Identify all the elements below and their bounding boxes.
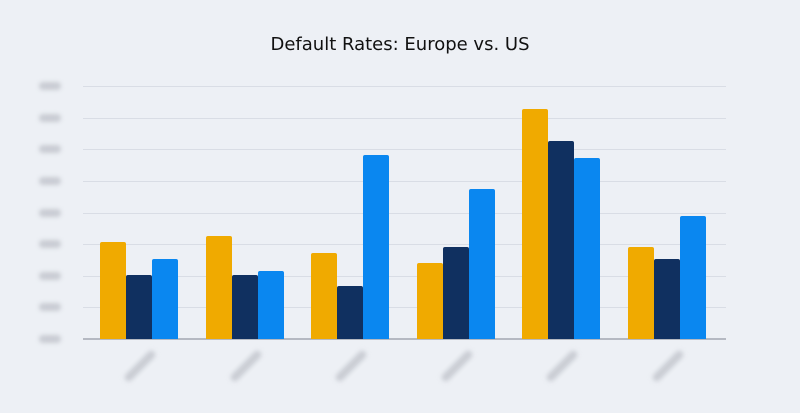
chart-title: Default Rates: Europe vs. US	[270, 34, 530, 55]
bar	[337, 285, 363, 339]
bar	[627, 246, 654, 339]
bar	[311, 252, 337, 339]
plot-area	[39, 82, 726, 343]
y-tick-label	[39, 335, 61, 343]
x-tick-label	[545, 349, 579, 383]
bar	[442, 246, 469, 339]
gridline	[83, 212, 726, 214]
gridline	[83, 307, 726, 309]
bar	[363, 154, 389, 339]
y-tick-label	[39, 271, 61, 280]
y-tick-label	[39, 113, 61, 122]
x-tick-label	[228, 349, 263, 383]
bar	[126, 274, 152, 339]
x-tick-label	[650, 349, 685, 383]
bar	[100, 241, 126, 339]
bar	[205, 235, 232, 339]
y-tick-label	[39, 303, 61, 312]
gridline	[83, 275, 726, 277]
bar	[257, 271, 284, 339]
y-tick-label	[39, 82, 61, 90]
bar	[679, 215, 706, 339]
gridline	[83, 86, 726, 87]
gridline	[83, 180, 726, 182]
gridline	[83, 117, 726, 119]
y-tick-label	[39, 176, 61, 185]
bar	[522, 108, 548, 339]
x-tick-label	[439, 349, 474, 383]
x-tick-label	[123, 349, 157, 383]
y-tick-label	[39, 145, 61, 154]
bar	[468, 188, 495, 339]
bar	[548, 140, 574, 339]
bar	[574, 157, 600, 339]
bar	[152, 259, 178, 339]
bar	[416, 262, 443, 339]
y-tick-label	[39, 240, 61, 249]
x-axis-line	[83, 338, 726, 340]
gridline	[83, 244, 726, 246]
x-tick-label	[334, 349, 368, 383]
bar	[653, 259, 680, 339]
bar	[231, 274, 258, 339]
gridline	[83, 149, 726, 151]
y-tick-label	[39, 208, 61, 217]
